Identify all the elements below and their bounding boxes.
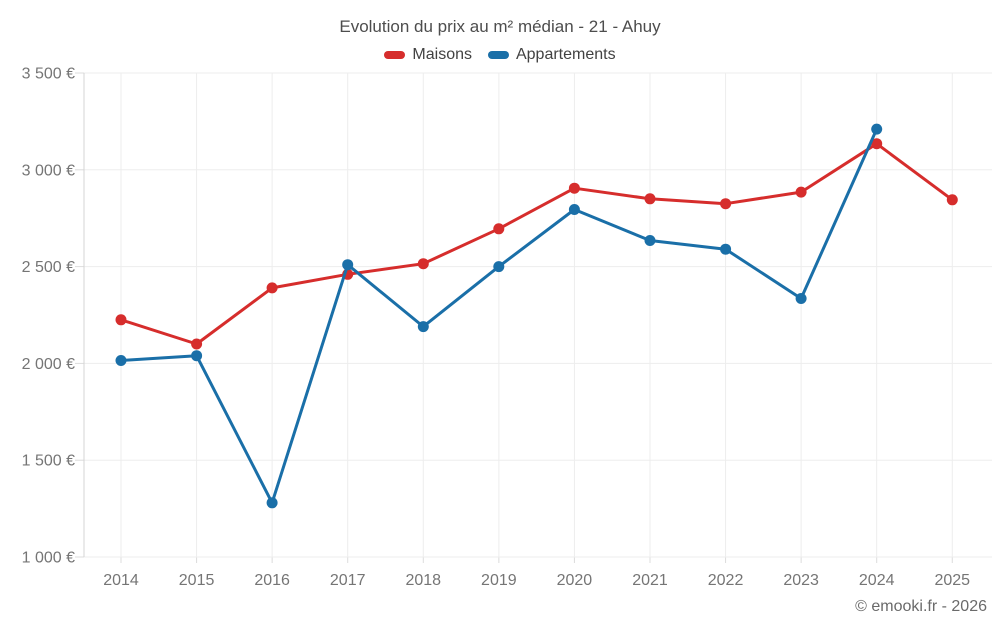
data-point-appartements[interactable] (568, 204, 580, 215)
data-point-appartements[interactable] (342, 259, 354, 271)
data-point-appartements[interactable] (720, 243, 732, 255)
chart-title: Evolution du prix au m² médian - 21 - Ah… (339, 17, 661, 36)
data-point-appartements[interactable] (266, 497, 278, 509)
y-axis-label: 2 000 € (22, 356, 75, 373)
x-axis-label: 2016 (254, 572, 290, 589)
footer-credit: © emooki.fr - 2026 (855, 598, 987, 615)
data-point-maisons[interactable] (946, 194, 958, 206)
data-point-appartements[interactable] (191, 350, 203, 362)
data-point-maisons[interactable] (115, 314, 127, 326)
y-axis-label: 2 500 € (22, 259, 75, 276)
data-point-appartements[interactable] (493, 261, 505, 273)
y-axis-label: 3 000 € (22, 162, 75, 179)
y-axis-label: 1 000 € (22, 550, 75, 567)
data-point-appartements[interactable] (417, 321, 429, 333)
x-axis-label: 2020 (557, 572, 593, 589)
data-point-maisons[interactable] (795, 186, 807, 198)
x-axis-label: 2022 (708, 572, 744, 589)
data-point-maisons[interactable] (493, 223, 505, 235)
x-axis-label: 2019 (481, 572, 517, 589)
y-axis-label: 3 500 € (22, 66, 75, 83)
y-axis-label: 1 500 € (22, 453, 75, 470)
data-point-maisons[interactable] (644, 193, 656, 205)
x-axis-label: 2023 (783, 572, 819, 589)
data-point-maisons[interactable] (191, 338, 203, 350)
x-axis-label: 2021 (632, 572, 668, 589)
data-point-maisons[interactable] (266, 282, 278, 294)
data-point-appartements[interactable] (644, 235, 656, 246)
x-axis-label: 2015 (179, 572, 215, 589)
data-point-appartements[interactable] (795, 293, 807, 304)
legend-label-maisons: Maisons (412, 46, 472, 63)
series-line-maisons (119, 142, 954, 346)
legend-item-maisons[interactable]: Maisons (384, 46, 472, 64)
x-axis-label: 2025 (934, 572, 970, 589)
appartements-series-swatch-icon (487, 51, 509, 59)
maisons-series-swatch-icon (384, 51, 406, 59)
data-point-appartements[interactable] (871, 123, 883, 135)
legend-label-appartements: Appartements (515, 46, 616, 63)
data-point-maisons[interactable] (417, 258, 429, 270)
legend-item-appartements[interactable]: Appartements (487, 46, 616, 64)
x-axis-label: 2024 (859, 572, 895, 589)
data-point-maisons[interactable] (568, 182, 580, 194)
data-point-maisons[interactable] (720, 198, 732, 210)
x-axis-label: 2018 (405, 572, 441, 589)
x-axis-label: 2014 (103, 572, 139, 589)
data-point-appartements[interactable] (115, 355, 127, 366)
chart-legend: Maisons Appartements (0, 46, 1000, 64)
data-point-maisons[interactable] (871, 138, 883, 150)
x-axis-label: 2017 (330, 572, 366, 589)
